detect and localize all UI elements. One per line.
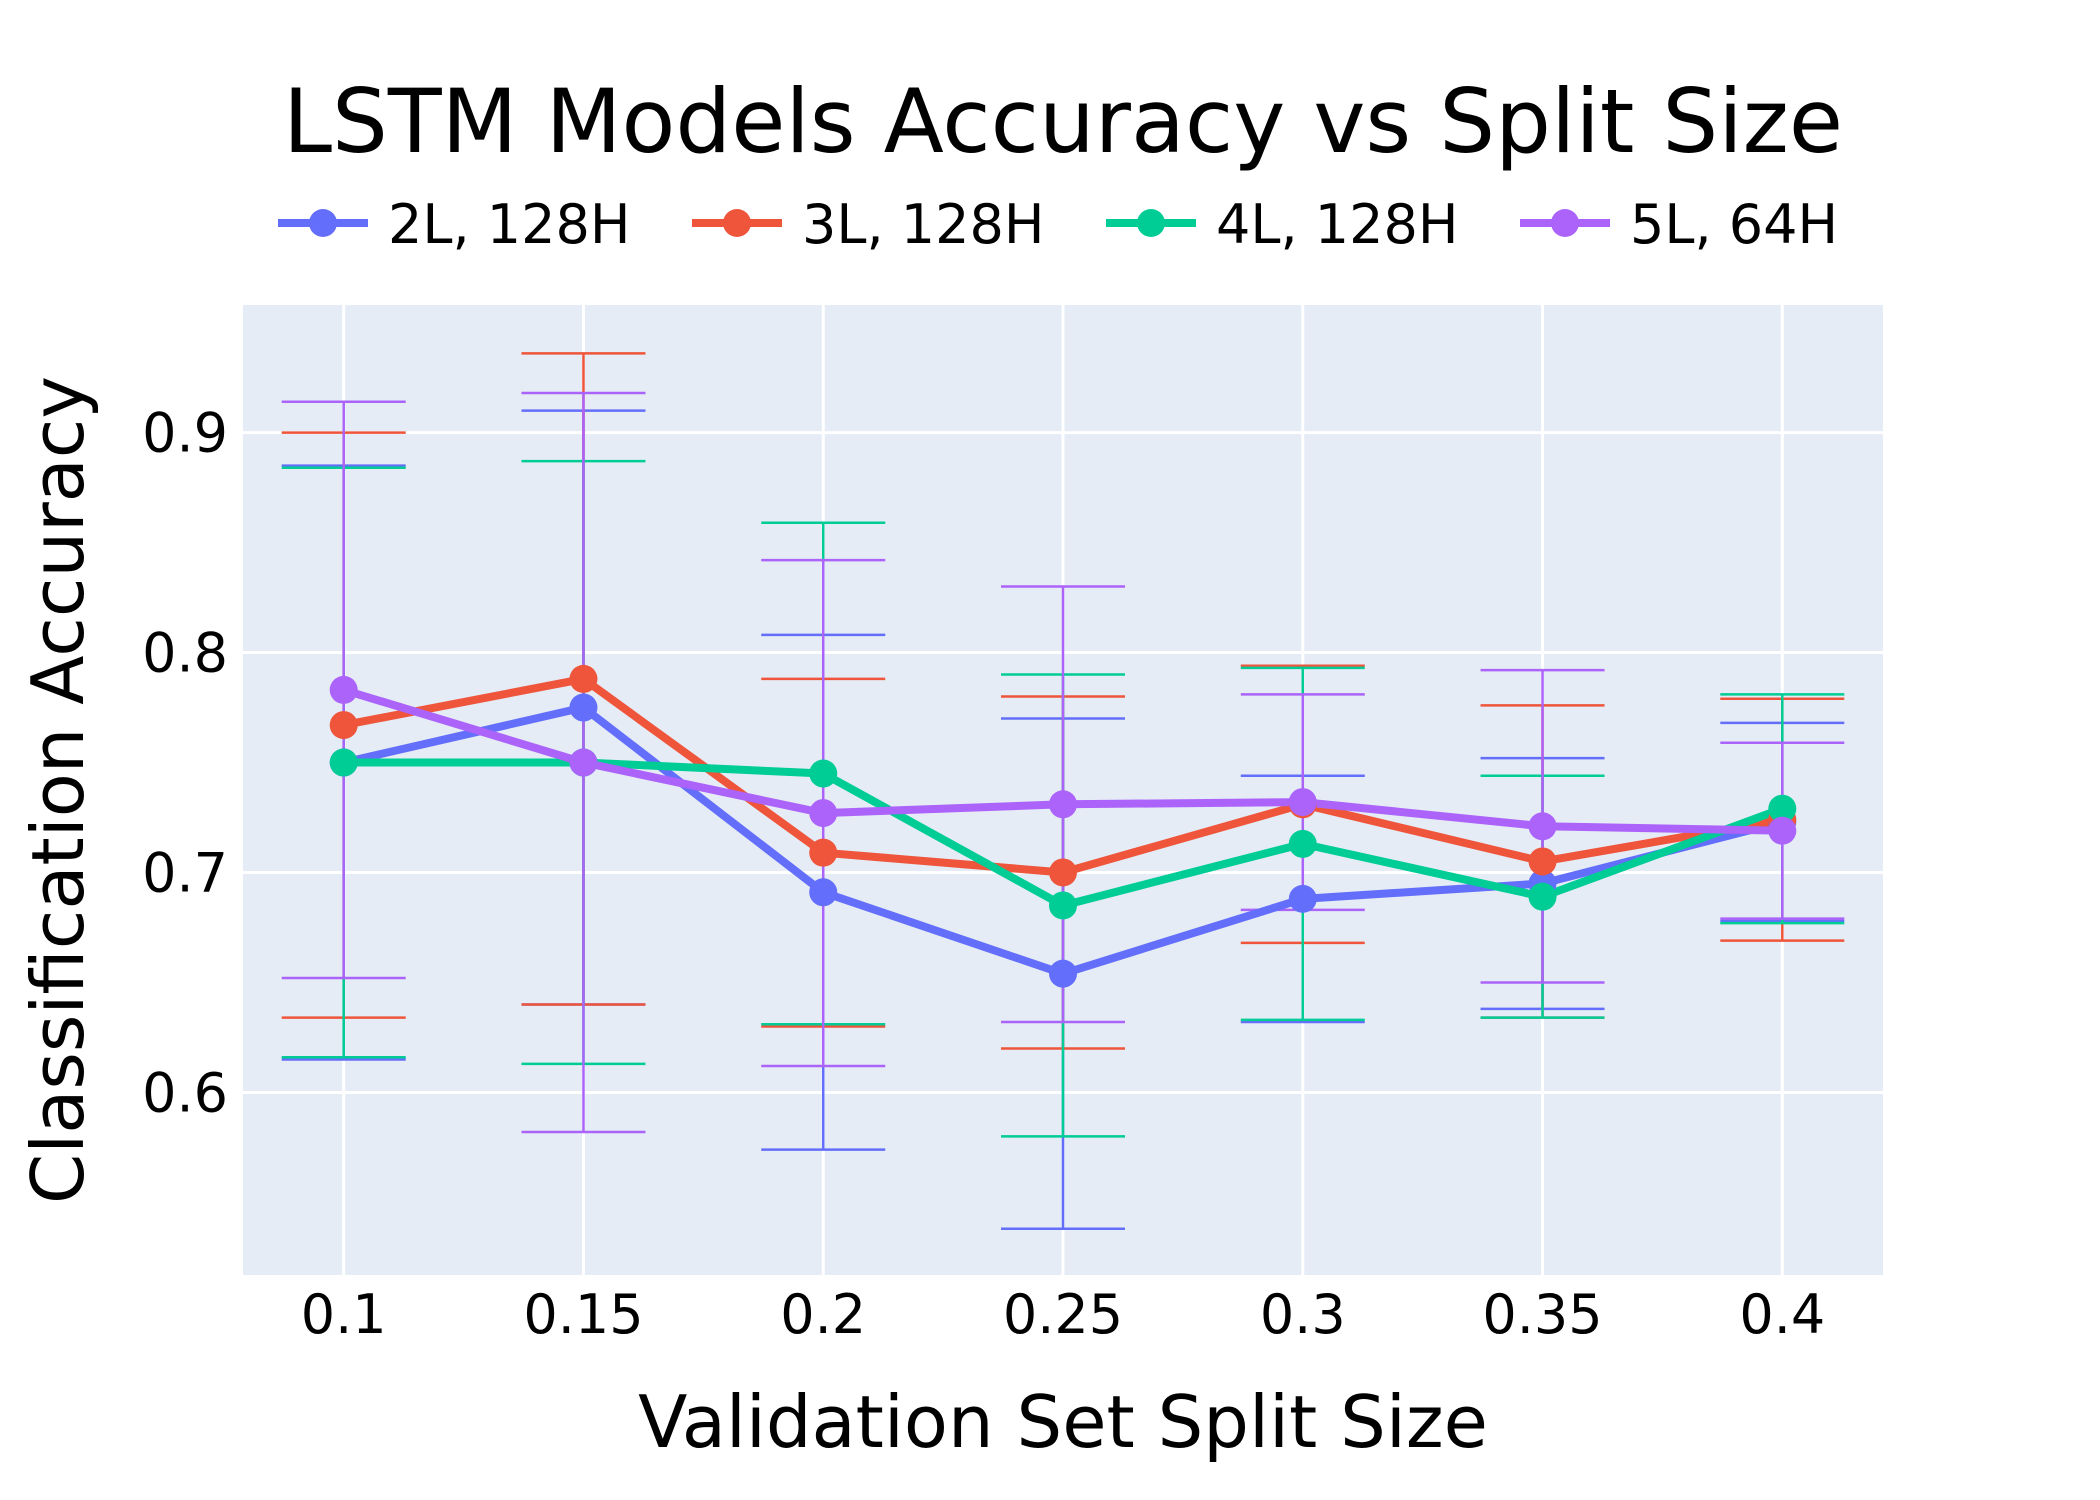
x-tick-label: 0.3 [1260, 1283, 1346, 1346]
x-tick-label: 0.15 [523, 1283, 643, 1346]
legend-marker [1137, 209, 1165, 237]
x-axis-ticks: 0.1 0.15 0.2 0.25 0.3 0.35 0.4 [301, 1283, 1825, 1346]
series-points [329, 664, 1797, 988]
y-tick-label: 0.8 [142, 622, 228, 685]
data-point [1049, 891, 1077, 920]
x-tick-label: 0.4 [1739, 1283, 1825, 1346]
y-tick-label: 0.6 [142, 1061, 228, 1124]
data-point [1288, 788, 1317, 817]
chart-title: LSTM Models Accuracy vs Split Size [283, 70, 1843, 173]
data-point [809, 759, 838, 788]
x-tick-label: 0.25 [1003, 1283, 1123, 1346]
x-tick-label: 0.2 [780, 1283, 866, 1346]
legend-label: 2L, 128H [388, 193, 630, 256]
data-point [1528, 882, 1557, 911]
data-point [1528, 847, 1557, 876]
legend-item: 2L, 128H [278, 193, 630, 256]
data-point [1288, 829, 1317, 858]
data-point [809, 838, 838, 867]
legend-marker [1551, 209, 1579, 237]
legend-label: 3L, 128H [802, 193, 1044, 256]
data-point [569, 693, 598, 722]
x-axis-title: Validation Set Split Size [638, 1380, 1488, 1464]
data-point [1049, 858, 1077, 887]
data-point [1049, 790, 1077, 819]
legend-marker [723, 209, 751, 237]
data-point [1768, 816, 1797, 845]
x-tick-label: 0.35 [1482, 1283, 1602, 1346]
legend: 2L, 128H 3L, 128H 4L, 128H 5L, 64H [278, 193, 1838, 256]
y-axis-ticks: 0.6 0.7 0.8 0.9 [142, 402, 228, 1125]
data-point [329, 675, 358, 704]
data-point [329, 711, 358, 740]
legend-item: 4L, 128H [1106, 193, 1458, 256]
y-tick-label: 0.7 [142, 841, 228, 904]
data-point [569, 748, 598, 777]
data-point [1768, 794, 1797, 823]
legend-label: 5L, 64H [1630, 193, 1838, 256]
legend-marker [309, 209, 337, 237]
data-point [1288, 884, 1317, 913]
data-point [809, 878, 838, 907]
data-point [329, 748, 358, 777]
legend-item: 3L, 128H [692, 193, 1044, 256]
data-point [1528, 812, 1557, 841]
x-tick-label: 0.1 [301, 1283, 387, 1346]
y-tick-label: 0.9 [142, 402, 228, 465]
y-axis-title: Classification Accuracy [16, 376, 100, 1204]
legend-label: 4L, 128H [1216, 193, 1458, 256]
data-point [809, 799, 838, 828]
data-point [569, 664, 598, 693]
data-point [1049, 959, 1077, 988]
legend-item: 5L, 64H [1520, 193, 1838, 256]
